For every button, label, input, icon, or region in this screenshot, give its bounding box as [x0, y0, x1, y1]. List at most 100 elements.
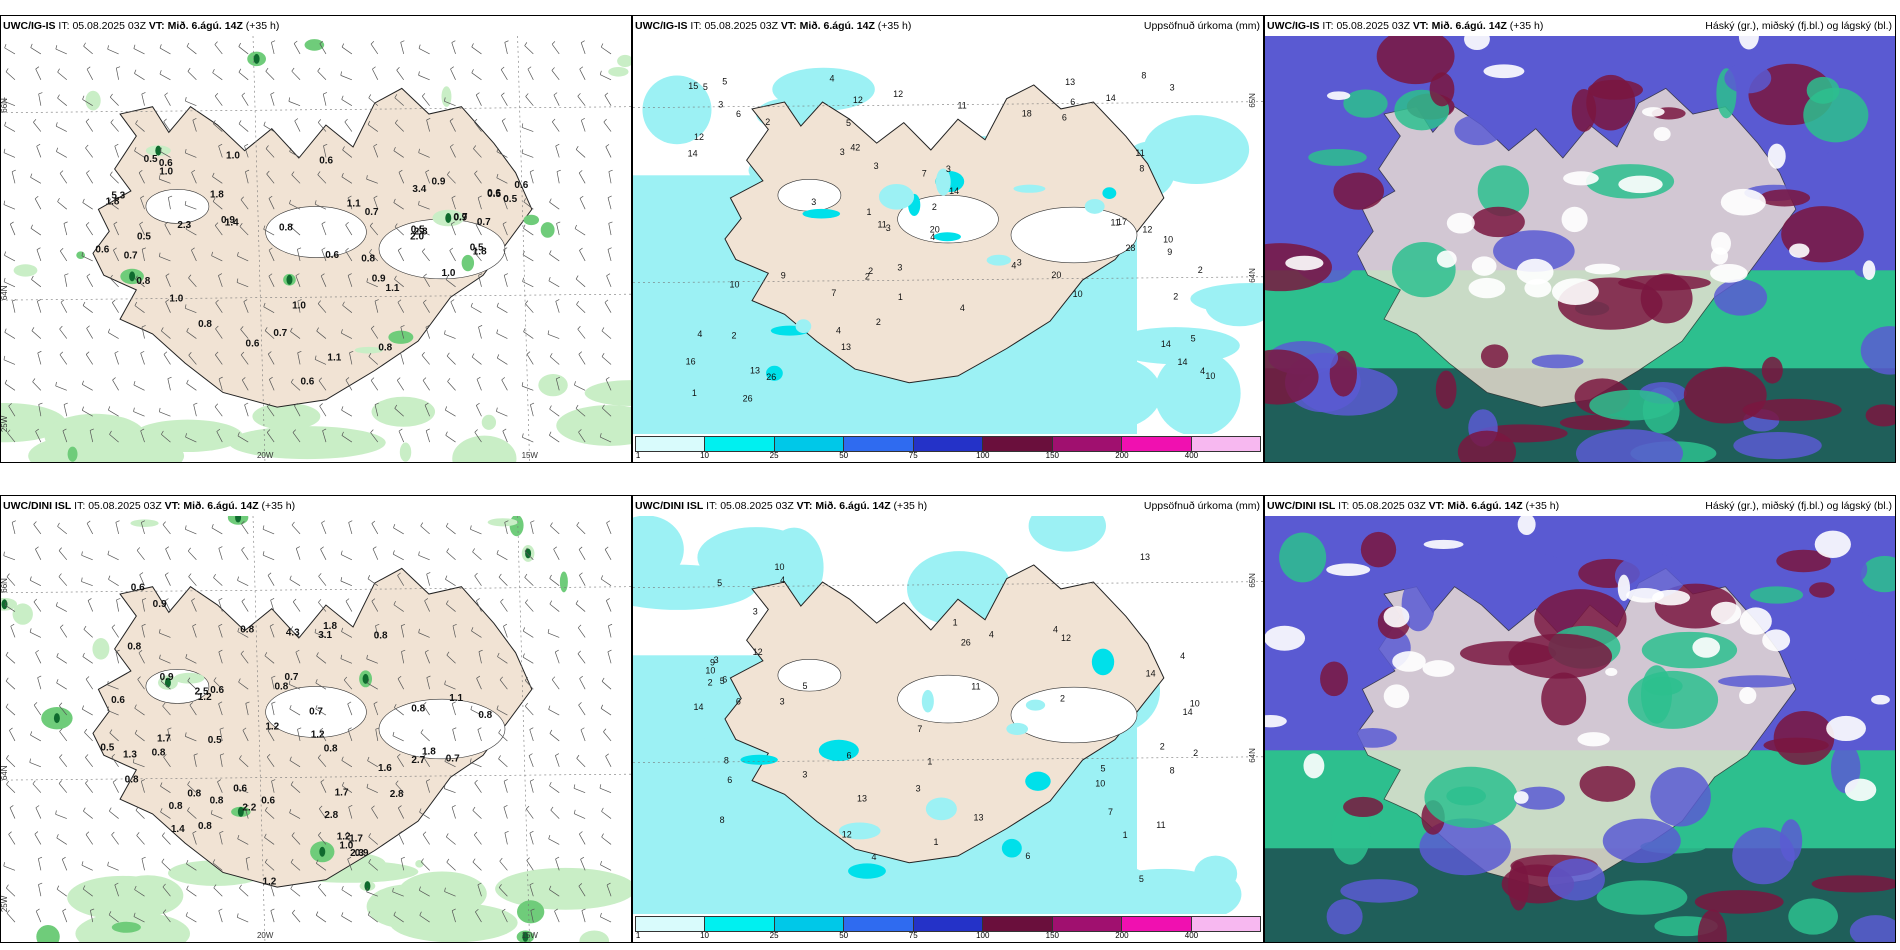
glacier-outline — [145, 189, 210, 224]
wind-barb-flag — [321, 520, 326, 524]
precip-patch — [1077, 831, 1094, 848]
wind-barb-flag — [218, 273, 223, 276]
wind-barb-flag — [603, 728, 607, 733]
wind-barb — [215, 354, 223, 365]
wind-barb — [187, 680, 197, 690]
wind-barb — [58, 550, 68, 561]
wind-barb-flag — [81, 406, 84, 411]
wind-barb-flag — [218, 143, 223, 147]
colorbar-swatch — [913, 437, 984, 451]
wind-barb — [497, 656, 508, 664]
wind-barb — [10, 626, 16, 638]
wind-barb-flag — [55, 381, 57, 386]
precip-patch — [921, 689, 934, 713]
wind-barb — [393, 553, 404, 561]
wind-barb-flag — [549, 431, 552, 436]
wind-barb-flag — [426, 675, 431, 678]
wind-barb — [81, 581, 93, 586]
wind-barb-flag — [371, 598, 376, 602]
wind-barb-flag — [344, 118, 348, 123]
clear-sky-patch — [1524, 278, 1552, 298]
wind-barb-flag — [575, 145, 579, 150]
value-annotation: 3 — [1017, 258, 1022, 268]
wind-barb — [57, 201, 68, 210]
wind-barb — [37, 352, 42, 365]
wind-barb — [34, 198, 42, 210]
wind-barb — [57, 526, 68, 535]
wind-barb-flag — [321, 221, 326, 225]
wind-barb-flag — [418, 628, 420, 633]
map-panel-dini-rain: UWC/DINI ISL IT: 05.08.2025 03Z VT: Mið.… — [0, 495, 632, 943]
clear-sky-patch — [1303, 753, 1325, 779]
wind-barb — [55, 385, 67, 391]
cloud-patch — [1650, 767, 1711, 827]
wind-barb — [555, 145, 560, 158]
wind-barb — [267, 730, 275, 742]
wind-barb — [164, 95, 171, 106]
accum-map: 65N64N1154362581161053462141413121068754… — [633, 516, 1263, 914]
value-annotation: 0.8 — [127, 642, 141, 653]
wind-barb — [523, 630, 534, 638]
clear-sky-patch — [1710, 247, 1729, 265]
rain-patch — [85, 90, 101, 111]
wind-barb-flag — [549, 574, 552, 579]
wind-barb — [85, 679, 93, 690]
wind-barb-flag — [499, 676, 504, 680]
wind-barb — [138, 652, 145, 664]
wind-barb — [348, 806, 353, 819]
wind-barb — [475, 224, 482, 236]
wind-barb — [549, 408, 560, 417]
wind-barb — [64, 275, 68, 287]
wind-barb-flag — [320, 273, 325, 277]
wind-barb-flag — [30, 173, 33, 178]
wind-barb-flag — [108, 575, 111, 580]
wind-barb — [550, 809, 560, 819]
run-time: 05.08.2025 03Z — [72, 20, 146, 32]
rain-patch — [111, 921, 141, 933]
value-annotation: 0.5 — [137, 231, 151, 242]
wind-barb — [444, 761, 456, 768]
wind-barb — [188, 277, 197, 288]
value-annotation: 1.7 — [335, 788, 349, 799]
wind-barb-flag — [33, 119, 37, 123]
wind-barb — [575, 149, 586, 158]
clear-sky-patch — [1326, 563, 1371, 577]
wind-barb — [3, 100, 16, 106]
wind-barb — [110, 122, 119, 132]
wind-barb — [32, 783, 42, 793]
panel-header: UWC/IG-IS IT: 05.08.2025 03Z VT: Mið. 6.… — [1265, 16, 1895, 36]
wind-barb-flag — [271, 701, 276, 704]
rain-patch — [461, 254, 475, 272]
latitude-line — [633, 756, 1263, 764]
wind-barb-flag — [218, 546, 223, 549]
wind-barb — [606, 884, 612, 897]
value-annotation: 26 — [961, 638, 971, 648]
wind-barb-flag — [294, 402, 298, 406]
wind-barb-flag — [62, 908, 67, 912]
colorbar-label: 75 — [908, 931, 918, 940]
value-annotation: 1.0 — [292, 301, 306, 312]
wind-barb — [141, 625, 145, 638]
wind-barb-flag — [373, 701, 378, 705]
wind-barb-flag — [30, 224, 33, 229]
wind-barb — [30, 734, 42, 742]
wind-barb-flag — [475, 908, 479, 913]
wind-barb-flag — [370, 325, 375, 329]
wind-barb-flag — [470, 302, 473, 307]
value-annotation: 3 — [840, 147, 845, 157]
value-annotation: 0.6 — [159, 158, 173, 169]
wind-barb-flag — [450, 144, 454, 148]
wind-barb-flag — [343, 676, 348, 681]
wind-barb — [29, 762, 42, 768]
wind-barb — [445, 279, 456, 288]
clear-sky-patch — [1862, 260, 1876, 280]
wind-barb — [422, 380, 430, 391]
wind-barb — [83, 45, 93, 55]
value-annotation: 5 — [720, 676, 725, 686]
value-annotation: 18 — [1022, 108, 1032, 118]
wind-barb — [265, 148, 275, 158]
wind-barb-flag — [318, 573, 322, 577]
wind-barb — [523, 228, 534, 236]
rain-band — [252, 402, 321, 430]
map-area — [1265, 516, 1895, 942]
